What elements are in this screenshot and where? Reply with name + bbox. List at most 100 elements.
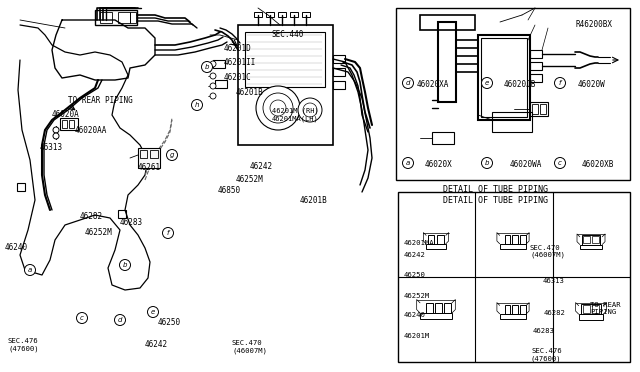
Text: 46201M: 46201M <box>404 333 430 339</box>
Text: 46201II: 46201II <box>224 58 257 67</box>
Bar <box>60 118 78 130</box>
Circle shape <box>166 150 177 160</box>
Text: R46200BX: R46200BX <box>576 20 613 29</box>
Text: SEC.470
(46007M): SEC.470 (46007M) <box>530 245 565 259</box>
Bar <box>583 236 590 243</box>
Text: 46250: 46250 <box>158 318 181 327</box>
Text: 46242: 46242 <box>145 340 168 349</box>
Bar <box>95 10 137 25</box>
Bar <box>333 55 345 63</box>
Bar <box>581 304 601 314</box>
Circle shape <box>191 99 202 110</box>
Bar <box>245 32 325 87</box>
Text: c: c <box>80 315 84 321</box>
Circle shape <box>256 86 300 130</box>
Bar <box>530 74 542 82</box>
Text: TO REAR PIPING: TO REAR PIPING <box>68 96 132 105</box>
Bar <box>532 104 538 114</box>
Text: f: f <box>167 230 169 236</box>
Circle shape <box>210 93 216 99</box>
Text: 46020A: 46020A <box>52 110 80 119</box>
Bar <box>437 235 444 244</box>
Bar <box>520 305 525 314</box>
Text: b: b <box>484 160 489 166</box>
Bar <box>266 12 274 17</box>
Text: 46020X: 46020X <box>425 160 452 169</box>
Bar <box>302 12 310 17</box>
Bar <box>118 210 126 218</box>
Text: TO REAR
PIPING: TO REAR PIPING <box>590 302 621 315</box>
Bar <box>130 12 136 23</box>
Text: 46283: 46283 <box>533 328 555 334</box>
Text: 46240: 46240 <box>404 312 426 318</box>
Text: 46850: 46850 <box>218 186 241 195</box>
Bar <box>582 235 600 244</box>
Bar <box>530 62 542 70</box>
Circle shape <box>270 100 286 116</box>
Bar <box>512 305 518 314</box>
Text: 46020AA: 46020AA <box>75 126 108 135</box>
Text: 46282: 46282 <box>544 310 566 316</box>
Bar <box>215 80 227 88</box>
Text: 46313: 46313 <box>543 278 565 284</box>
Bar <box>420 313 452 319</box>
Bar <box>520 235 525 244</box>
Bar <box>426 244 446 249</box>
Text: 46020W: 46020W <box>578 80 605 89</box>
Text: 46201C: 46201C <box>224 73 252 82</box>
Circle shape <box>210 61 216 67</box>
Bar <box>140 150 147 158</box>
Text: h: h <box>195 102 199 108</box>
Text: b: b <box>123 262 127 268</box>
Bar <box>500 314 526 319</box>
Bar <box>530 50 542 58</box>
Circle shape <box>77 312 88 324</box>
Text: 46201MA: 46201MA <box>404 240 435 246</box>
Bar <box>592 236 598 243</box>
Bar <box>238 25 333 145</box>
Circle shape <box>263 93 293 123</box>
Bar <box>100 12 112 23</box>
Circle shape <box>115 314 125 326</box>
Circle shape <box>554 77 566 89</box>
Text: b: b <box>205 64 209 70</box>
Text: e: e <box>485 80 489 86</box>
Bar <box>138 148 160 168</box>
Bar <box>17 183 25 191</box>
Circle shape <box>210 83 216 89</box>
Bar <box>118 12 130 23</box>
Bar <box>420 15 475 30</box>
Text: 46020XB: 46020XB <box>582 160 614 169</box>
Bar <box>580 244 602 249</box>
Bar <box>540 104 546 114</box>
Text: 46201B: 46201B <box>236 88 264 97</box>
Bar <box>254 12 262 17</box>
Bar <box>481 38 527 117</box>
Circle shape <box>163 228 173 238</box>
Bar <box>579 314 604 320</box>
Text: 46250: 46250 <box>404 272 426 278</box>
Text: DETAIL OF TUBE PIPING: DETAIL OF TUBE PIPING <box>443 196 548 205</box>
Text: 46261: 46261 <box>138 163 161 172</box>
Bar <box>438 22 456 102</box>
Circle shape <box>403 157 413 169</box>
Text: a: a <box>406 160 410 166</box>
Bar <box>398 192 630 362</box>
Bar <box>504 305 510 314</box>
Text: SEC.476
(47600): SEC.476 (47600) <box>531 348 562 362</box>
Bar <box>478 35 530 120</box>
Text: 46201M (RH)
46201MA(LH): 46201M (RH) 46201MA(LH) <box>272 108 319 122</box>
Circle shape <box>481 77 493 89</box>
Bar <box>69 120 74 128</box>
Text: 46252M: 46252M <box>404 293 430 299</box>
Circle shape <box>554 157 566 169</box>
Text: 46252M: 46252M <box>85 228 113 237</box>
Circle shape <box>53 127 59 133</box>
Bar <box>333 81 345 89</box>
Text: 46242: 46242 <box>250 162 273 171</box>
Text: 46020JB: 46020JB <box>504 80 536 89</box>
Bar <box>530 102 548 116</box>
Circle shape <box>303 103 317 117</box>
Text: DETAIL OF TUBE PIPING: DETAIL OF TUBE PIPING <box>443 185 548 194</box>
Text: SEC.476
(47600): SEC.476 (47600) <box>8 338 38 352</box>
